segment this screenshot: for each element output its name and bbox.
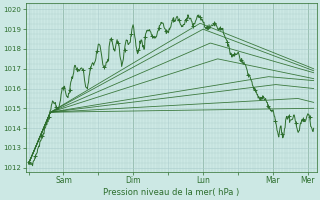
X-axis label: Pression niveau de la mer( hPa ): Pression niveau de la mer( hPa ) [103,188,239,197]
